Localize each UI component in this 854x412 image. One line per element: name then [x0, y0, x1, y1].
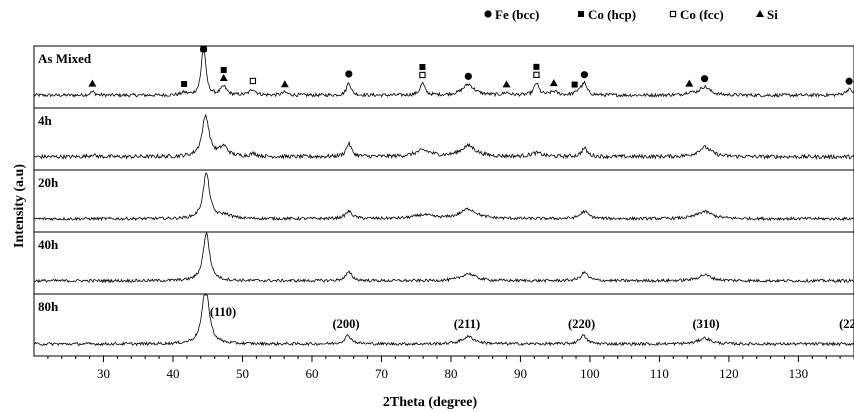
series-panel: As Mixed — [33, 46, 854, 98]
series-label: 80h — [38, 299, 59, 314]
legend-label: Si — [767, 7, 778, 22]
legend-entry: Si — [756, 7, 778, 22]
phase-marker-square — [419, 63, 426, 70]
x-tick-label: 110 — [650, 366, 669, 381]
series-line — [33, 232, 854, 284]
legend-entry: Fe (bcc) — [484, 7, 539, 22]
x-tick-label: 30 — [97, 366, 110, 381]
series-label: 4h — [38, 113, 53, 128]
peak-label: (110) — [210, 305, 236, 319]
phase-marker-triangle — [502, 80, 511, 88]
legend-triangle-icon — [756, 10, 764, 17]
phase-marker-circle — [700, 75, 709, 83]
series-label: As Mixed — [38, 51, 92, 66]
phase-marker-circle — [845, 77, 853, 85]
x-tick-label: 100 — [580, 366, 600, 381]
phase-marker-circle — [345, 70, 353, 78]
phase-marker-circle — [464, 72, 472, 80]
phase-marker-triangle — [280, 80, 289, 88]
series-panel: 40h — [33, 231, 854, 284]
x-tick-label: 60 — [305, 366, 318, 381]
legend-label: Co (hcp) — [588, 7, 636, 22]
x-tick-label: 90 — [514, 366, 527, 381]
phase-marker-open-square — [249, 77, 257, 85]
peak-label: (200) — [332, 317, 359, 331]
phase-marker-triangle — [685, 79, 694, 87]
legend-entry: Co (hcp) — [578, 7, 636, 22]
phase-marker-open-square — [533, 71, 540, 78]
phase-markers — [88, 45, 853, 88]
legend-square-icon — [578, 11, 584, 17]
phase-marker-open-square — [419, 71, 426, 79]
phase-marker-square — [181, 80, 188, 87]
series-label: 40h — [38, 237, 59, 252]
phase-marker-triangle — [549, 79, 558, 87]
peak-label: (220) — [568, 317, 595, 331]
y-axis-label: Intensity (a.u) — [12, 164, 27, 248]
series-panel: 80h — [33, 293, 854, 347]
x-tick-label: 80 — [444, 366, 457, 381]
series-line — [33, 113, 854, 161]
series-panel: 20h — [33, 169, 854, 222]
x-axis: 30 40 50 60 70 80 90 100 110 120 130 — [47, 356, 854, 381]
phase-marker-circle — [199, 45, 208, 53]
legend-circle-icon — [484, 10, 492, 18]
legend-entry: Co (fcc) — [669, 7, 724, 22]
series-panel: 4h — [33, 107, 854, 161]
phase-marker-circle — [580, 71, 588, 79]
x-axis-label: 2Theta (degree) — [383, 395, 478, 410]
peak-label: (310) — [692, 317, 719, 331]
phase-marker-square — [571, 81, 578, 88]
phase-marker-triangle — [219, 73, 228, 81]
series-label: 20h — [38, 175, 59, 190]
phase-marker-square — [533, 63, 540, 70]
x-tick-label: 130 — [789, 366, 809, 381]
peak-label: (222 — [839, 317, 854, 331]
series-line — [33, 294, 854, 347]
series-line — [33, 46, 854, 98]
x-tick-label: 40 — [166, 366, 179, 381]
x-tick-label: 50 — [236, 366, 249, 381]
x-tick-label: 120 — [719, 366, 739, 381]
phase-marker-triangle — [88, 79, 97, 87]
legend: Fe (bcc) Co (hcp) Co (fcc) Si — [484, 7, 778, 22]
x-tick-label: 70 — [375, 366, 388, 381]
plot-frame — [33, 45, 854, 357]
legend-label: Fe (bcc) — [495, 7, 539, 22]
legend-open-square-icon — [669, 10, 677, 18]
series-line — [33, 172, 854, 222]
legend-label: Co (fcc) — [680, 7, 724, 22]
phase-marker-square — [220, 66, 227, 73]
peak-labels: (110) (200) (211) (220) (310) (222 — [210, 305, 854, 331]
peak-label: (211) — [454, 317, 480, 331]
